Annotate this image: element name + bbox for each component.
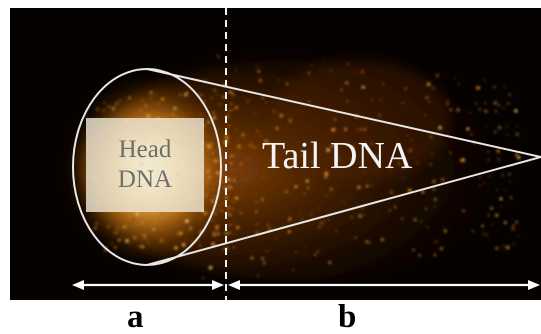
segment-a-label: a bbox=[127, 299, 144, 334]
segment-b-label: b bbox=[338, 299, 357, 334]
dna-speckles bbox=[93, 49, 521, 280]
head-label-line-1: Head bbox=[118, 136, 172, 163]
arrow-b bbox=[228, 280, 540, 290]
head-label-line-2: DNA bbox=[117, 166, 173, 193]
arrow-a bbox=[72, 280, 224, 290]
tail-outline-top bbox=[146, 68, 541, 158]
tail-outline-bottom bbox=[146, 156, 541, 266]
tail-dna-label: Tail DNA bbox=[262, 135, 413, 177]
head-dna-label: Head DNA bbox=[86, 118, 204, 212]
